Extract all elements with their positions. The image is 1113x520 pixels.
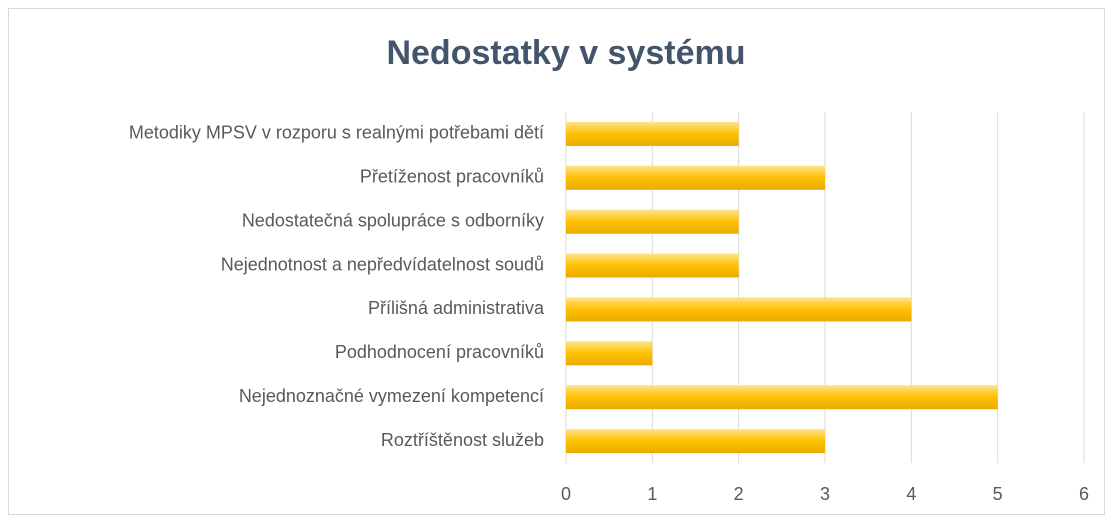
y-tick-label: Metodiky MPSV v rozporu s realnými potře… [129, 123, 544, 143]
y-tick-label: Nedostatečná spolupráce s odborníky [242, 210, 544, 230]
x-tick-label: 6 [1079, 484, 1089, 504]
chart-title: Nedostatky v systému [386, 34, 745, 72]
bar [566, 297, 912, 322]
bar [566, 165, 825, 190]
bar [566, 341, 653, 366]
y-tick-label: Nejednotnost a nepředvídatelnost soudů [221, 254, 544, 274]
x-tick-label: 4 [906, 484, 916, 504]
chart-frame [8, 8, 1105, 515]
y-tick-label: Přetíženost pracovníků [360, 167, 544, 187]
x-tick-label: 2 [734, 484, 744, 504]
bar [566, 209, 739, 234]
y-tick-label: Přílišná administrativa [368, 298, 545, 318]
x-tick-label: 5 [993, 484, 1003, 504]
x-tick-label: 3 [820, 484, 830, 504]
bar [566, 385, 998, 410]
bar [566, 429, 825, 454]
bar [566, 121, 739, 146]
x-tick-label: 1 [647, 484, 657, 504]
y-tick-label: Nejednoznačné vymezení kompetencí [239, 386, 544, 406]
y-tick-label: Podhodnocení pracovníků [335, 342, 544, 362]
y-tick-label: Roztříštěnost služeb [381, 430, 544, 450]
x-tick-label: 0 [561, 484, 571, 504]
bar [566, 253, 739, 278]
